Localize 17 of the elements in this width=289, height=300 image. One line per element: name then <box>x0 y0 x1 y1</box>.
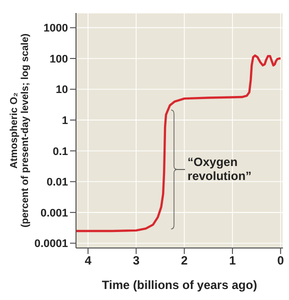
y-tick-label: 1 <box>62 114 68 127</box>
line-series <box>76 54 282 232</box>
annotation: “Oxygen revolution” <box>188 155 252 184</box>
y-tick-label: 0.1 <box>52 146 68 158</box>
y-tick-label: 0.001 <box>40 207 68 220</box>
x-axis-title: Time (billions of years ago) <box>102 278 258 292</box>
y-tick-label: 0.0001 <box>34 238 68 250</box>
y-tick-label: 100 <box>50 53 68 66</box>
y-tick-label: 0.01 <box>46 176 68 189</box>
y-tick-label: 10 <box>56 84 68 96</box>
y-tick-label: 1000 <box>44 22 68 35</box>
x-tick-label: 3 <box>132 254 140 268</box>
x-tick-label: 0 <box>277 254 284 268</box>
x-tick-label: 2 <box>180 254 188 268</box>
x-tick-label: 4 <box>84 254 92 268</box>
y-axis-title: Atmospheric O₂ (percent of present-day levels; log scale) <box>9 34 31 228</box>
x-tick-label: 1 <box>229 254 236 268</box>
